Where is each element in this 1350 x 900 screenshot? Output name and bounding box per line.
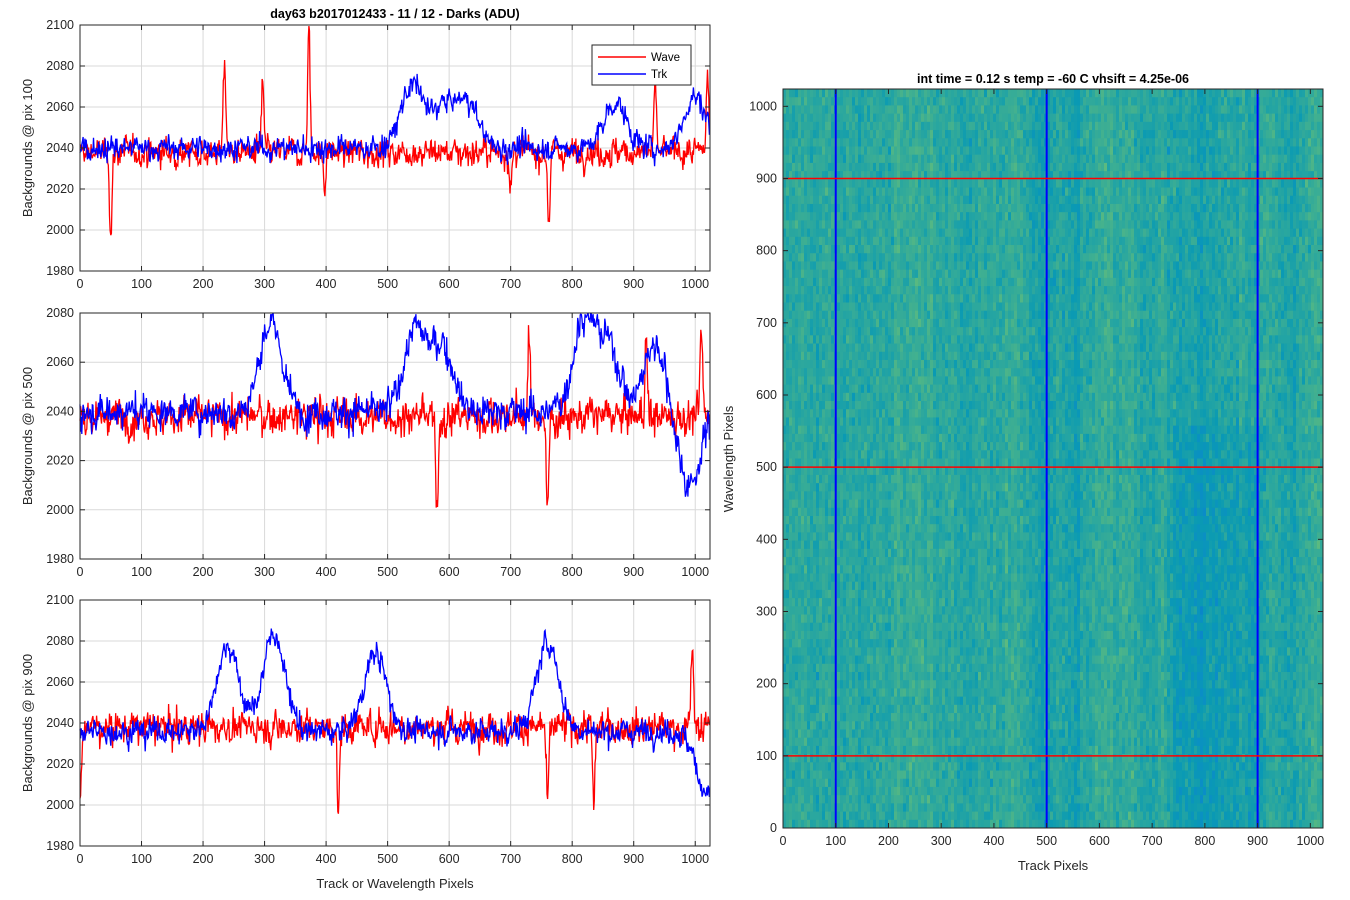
x-tick-label: 300 [254,277,275,291]
y-tick-label: 2100 [46,18,74,32]
x-tick-label: 700 [500,565,521,579]
plot-area-pix-500 [80,313,710,559]
x-tick-label: 400 [316,852,337,866]
ylabel-pix-100: Backgrounds @ pix 100 [20,79,35,217]
x-tick-label: 300 [254,565,275,579]
y-tick-label: 2060 [46,355,74,369]
x-tick-label: 600 [439,277,460,291]
legend-trk-label: Trk [651,69,667,81]
x-tick-label: 200 [193,565,214,579]
y-tick-label: 2060 [46,675,74,689]
heatmap-panel: 0 100 200 300 400 500 600 700 800 900 100001002003… [721,72,1324,873]
x-tick-label: 400 [316,277,337,291]
x-tick-label: 0 [77,565,84,579]
legend: Wave Trk [592,45,691,85]
y-tick-label: 2040 [46,141,74,155]
y-tick-label: 2000 [46,503,74,517]
x-tick-label: 0 [77,852,84,866]
panel-pix-900: 0 100 200 300 400 500 600 700 800 900 1000 1980 2000… [20,593,710,891]
ylabel-pix-500: Backgrounds @ pix 500 [20,367,35,505]
y-tick-label: 2080 [46,59,74,73]
xlabel-lines: Track or Wavelength Pixels [316,876,474,891]
figure-title: day63 b2017012433 - 11 / 12 - Darks (ADU… [270,7,519,21]
legend-wave-label: Wave [651,52,680,64]
x-tick-label: 900 [623,277,644,291]
x-tick-label: 200 [193,852,214,866]
ylabel-pix-900: Backgrounds @ pix 900 [20,654,35,792]
y-tick-label: 2000 [46,798,74,812]
x-tick-label: 100 [131,277,152,291]
x-tick-label: 800 [562,565,583,579]
y-tick-label: 2000 [46,223,74,237]
y-tick-label: 1980 [46,264,74,278]
x-tick-label: 1000 [681,852,709,866]
x-tick-label: 100 [131,565,152,579]
y-tick-label: 2080 [46,634,74,648]
x-tick-label: 800 [562,852,583,866]
x-tick-label: 700 [500,277,521,291]
x-tick-label: 300 [254,852,275,866]
y-tick-label: 2020 [46,454,74,468]
y-tick-label: 1980 [46,839,74,853]
y-tick-label: 1980 [46,552,74,566]
y-tick-label: 2060 [46,100,74,114]
x-tick-label: 0 [77,277,84,291]
y-tick-label: 2020 [46,182,74,196]
heatmap-image [783,89,1324,829]
x-tick-label: 500 [377,852,398,866]
y-tick-label: 2080 [46,306,74,320]
legend-box [592,45,691,85]
x-tick-label: 400 [316,565,337,579]
x-tick-label: 1000 [681,277,709,291]
panel-pix-100: 0 100 200 300 400 500 600 700 800 900 1000 1980 2000… [20,7,710,291]
x-tick-label: 500 [377,565,398,579]
x-tick-label: 600 [439,565,460,579]
x-tick-label: 100 [131,852,152,866]
y-tick-label: 2020 [46,757,74,771]
x-tick-label: 700 [500,852,521,866]
x-tick-label: 900 [623,565,644,579]
x-tick-label: 600 [439,852,460,866]
x-tick-label: 1000 [681,565,709,579]
x-tick-label: 800 [562,277,583,291]
x-tick-label: 500 [377,277,398,291]
x-tick-label: 900 [623,852,644,866]
y-tick-label: 2100 [46,593,74,607]
y-tick-label: 2040 [46,404,74,418]
panel-pix-500: 0 100 200 300 400 500 600 700 800 900 1000 1980 2000… [20,306,710,579]
y-tick-label: 2040 [46,716,74,730]
x-tick-label: 200 [193,277,214,291]
